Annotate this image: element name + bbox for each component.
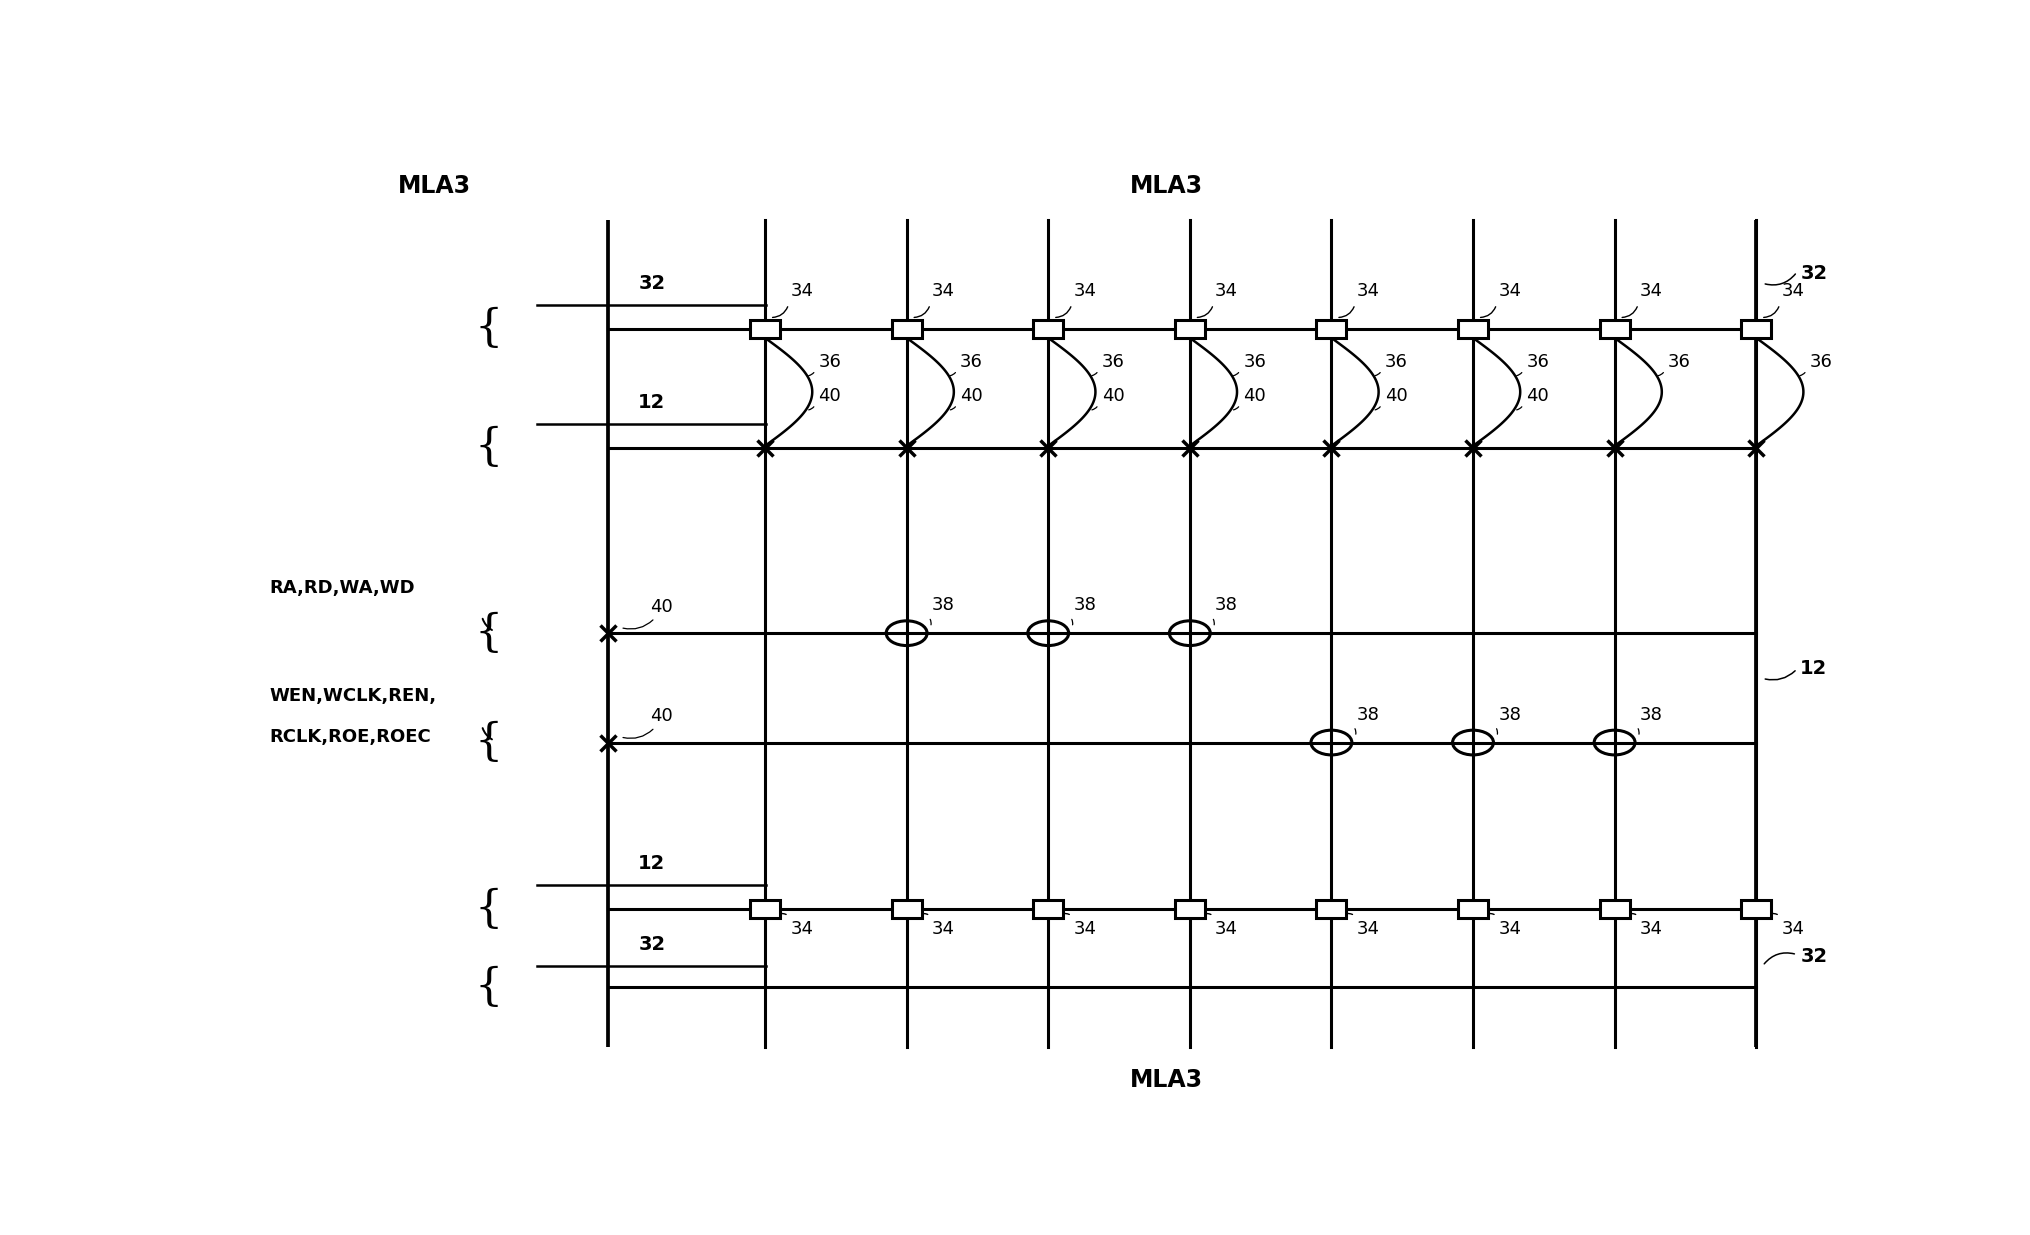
Text: {: { <box>475 888 501 930</box>
Text: 32: 32 <box>1801 264 1827 283</box>
Text: 40: 40 <box>1527 388 1549 405</box>
Bar <box>1317 900 1346 918</box>
Text: RCLK,ROE,ROEC: RCLK,ROE,ROEC <box>270 729 430 746</box>
Text: 40: 40 <box>1242 388 1267 405</box>
Text: 34: 34 <box>1074 283 1096 300</box>
Text: 36: 36 <box>1384 353 1407 372</box>
Text: 34: 34 <box>1356 283 1380 300</box>
Text: 34: 34 <box>932 283 954 300</box>
Text: 34: 34 <box>790 283 814 300</box>
Text: 36: 36 <box>1669 353 1691 372</box>
Text: 34: 34 <box>1498 920 1520 939</box>
Bar <box>1742 320 1770 338</box>
Text: 34: 34 <box>1074 920 1096 939</box>
Text: 12: 12 <box>637 853 666 873</box>
Bar <box>1600 900 1630 918</box>
Bar <box>1033 900 1064 918</box>
Text: 34: 34 <box>1216 920 1238 939</box>
Text: 32: 32 <box>637 935 666 953</box>
Bar <box>1742 900 1770 918</box>
Bar <box>1175 320 1204 338</box>
Text: {: { <box>475 308 501 351</box>
Text: 40: 40 <box>818 388 840 405</box>
Text: {: { <box>475 426 501 469</box>
Text: 38: 38 <box>1074 597 1096 614</box>
Text: 40: 40 <box>960 388 983 405</box>
Bar <box>1317 320 1346 338</box>
Text: 40: 40 <box>650 708 674 725</box>
Text: 34: 34 <box>1216 283 1238 300</box>
Bar <box>1458 900 1488 918</box>
Text: 38: 38 <box>932 597 954 614</box>
Text: {: { <box>475 721 501 764</box>
Text: 34: 34 <box>1782 283 1805 300</box>
Text: 38: 38 <box>1640 705 1663 724</box>
Text: {: { <box>475 611 501 655</box>
Text: 34: 34 <box>1498 283 1520 300</box>
Text: 38: 38 <box>1356 705 1380 724</box>
Bar <box>751 900 780 918</box>
Text: 34: 34 <box>932 920 954 939</box>
Text: MLA3: MLA3 <box>1129 1068 1204 1092</box>
Bar <box>1175 900 1204 918</box>
Text: 32: 32 <box>637 274 666 293</box>
Text: MLA3: MLA3 <box>398 174 471 199</box>
Text: 36: 36 <box>1102 353 1125 372</box>
Text: 34: 34 <box>1782 920 1805 939</box>
Text: RA,RD,WA,WD: RA,RD,WA,WD <box>270 579 414 597</box>
Text: 40: 40 <box>1102 388 1125 405</box>
Text: 34: 34 <box>1640 283 1663 300</box>
Text: 40: 40 <box>650 598 674 616</box>
Bar <box>891 320 922 338</box>
Text: WEN,WCLK,REN,: WEN,WCLK,REN, <box>270 687 436 704</box>
Text: 38: 38 <box>1216 597 1238 614</box>
Text: 36: 36 <box>1809 353 1833 372</box>
Text: MLA3: MLA3 <box>1129 174 1204 199</box>
Bar <box>751 320 780 338</box>
Text: {: { <box>475 966 501 1009</box>
Bar <box>891 900 922 918</box>
Text: 40: 40 <box>1384 388 1407 405</box>
Text: 32: 32 <box>1801 947 1827 966</box>
Text: 38: 38 <box>1498 705 1520 724</box>
Text: 34: 34 <box>790 920 814 939</box>
Text: 34: 34 <box>1356 920 1380 939</box>
Text: 36: 36 <box>818 353 840 372</box>
Text: 36: 36 <box>960 353 983 372</box>
Text: 12: 12 <box>1801 659 1827 678</box>
Text: 36: 36 <box>1527 353 1549 372</box>
Bar <box>1033 320 1064 338</box>
Bar <box>1458 320 1488 338</box>
Text: 36: 36 <box>1242 353 1267 372</box>
Text: 34: 34 <box>1640 920 1663 939</box>
Text: 12: 12 <box>637 393 666 411</box>
Bar <box>1600 320 1630 338</box>
